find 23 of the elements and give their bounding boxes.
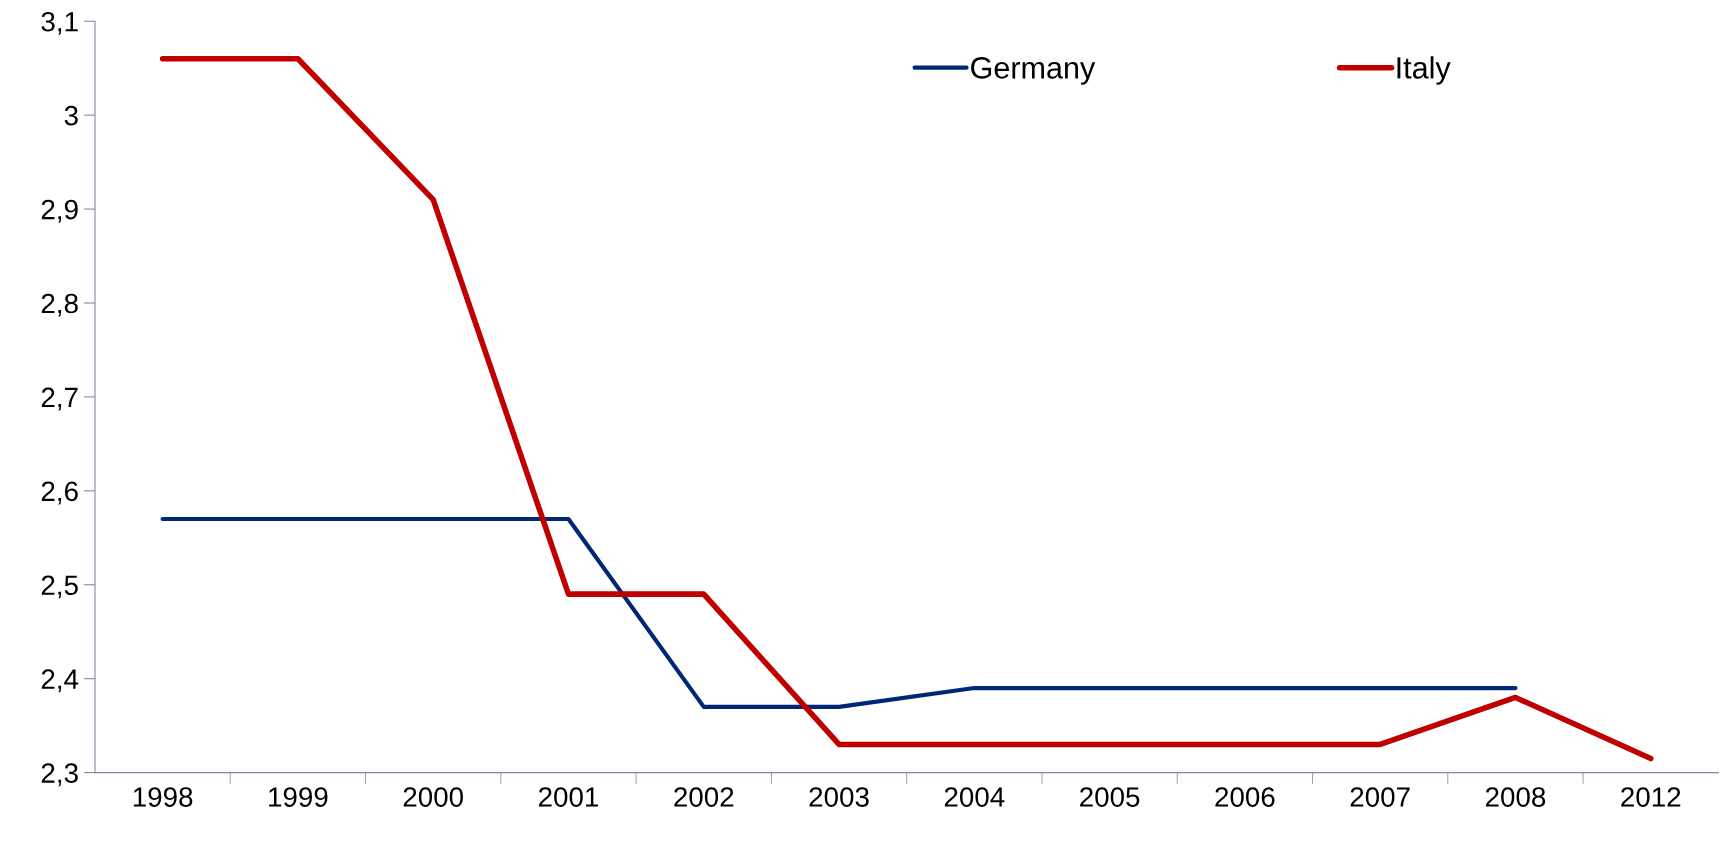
x-tick-label: 2007 — [1350, 787, 1410, 807]
y-tick-label: 2,5 — [41, 575, 78, 599]
x-tick-label: 2002 — [674, 787, 734, 807]
y-tick-label: 2,4 — [41, 669, 79, 693]
x-tick-label: 1999 — [269, 787, 328, 807]
x-tick-label: 2004 — [944, 787, 1005, 807]
y-tick-label: 2,3 — [41, 763, 78, 787]
y-tick-label: 2,9 — [41, 199, 78, 223]
x-tick-label: 1998 — [133, 787, 193, 807]
x-tick-label: 2008 — [1485, 787, 1546, 807]
x-tick-label: 2000 — [403, 787, 463, 807]
y-tick-label: 2,8 — [41, 293, 78, 317]
legend-label: Germany — [971, 57, 1096, 85]
y-tick-label: 3,1 — [41, 11, 78, 35]
x-tick-label: 2012 — [1621, 787, 1681, 807]
legend-label: Italy — [1397, 56, 1451, 85]
x-tick-label: 2001 — [538, 787, 599, 807]
y-tick-label: 3 — [64, 105, 78, 126]
x-tick-label: 2006 — [1215, 787, 1275, 807]
x-tick-label: 2003 — [809, 787, 869, 807]
y-tick-label: 2,7 — [41, 387, 78, 411]
x-tick-label: 2005 — [1080, 787, 1140, 807]
y-tick-label: 2,6 — [41, 481, 78, 505]
